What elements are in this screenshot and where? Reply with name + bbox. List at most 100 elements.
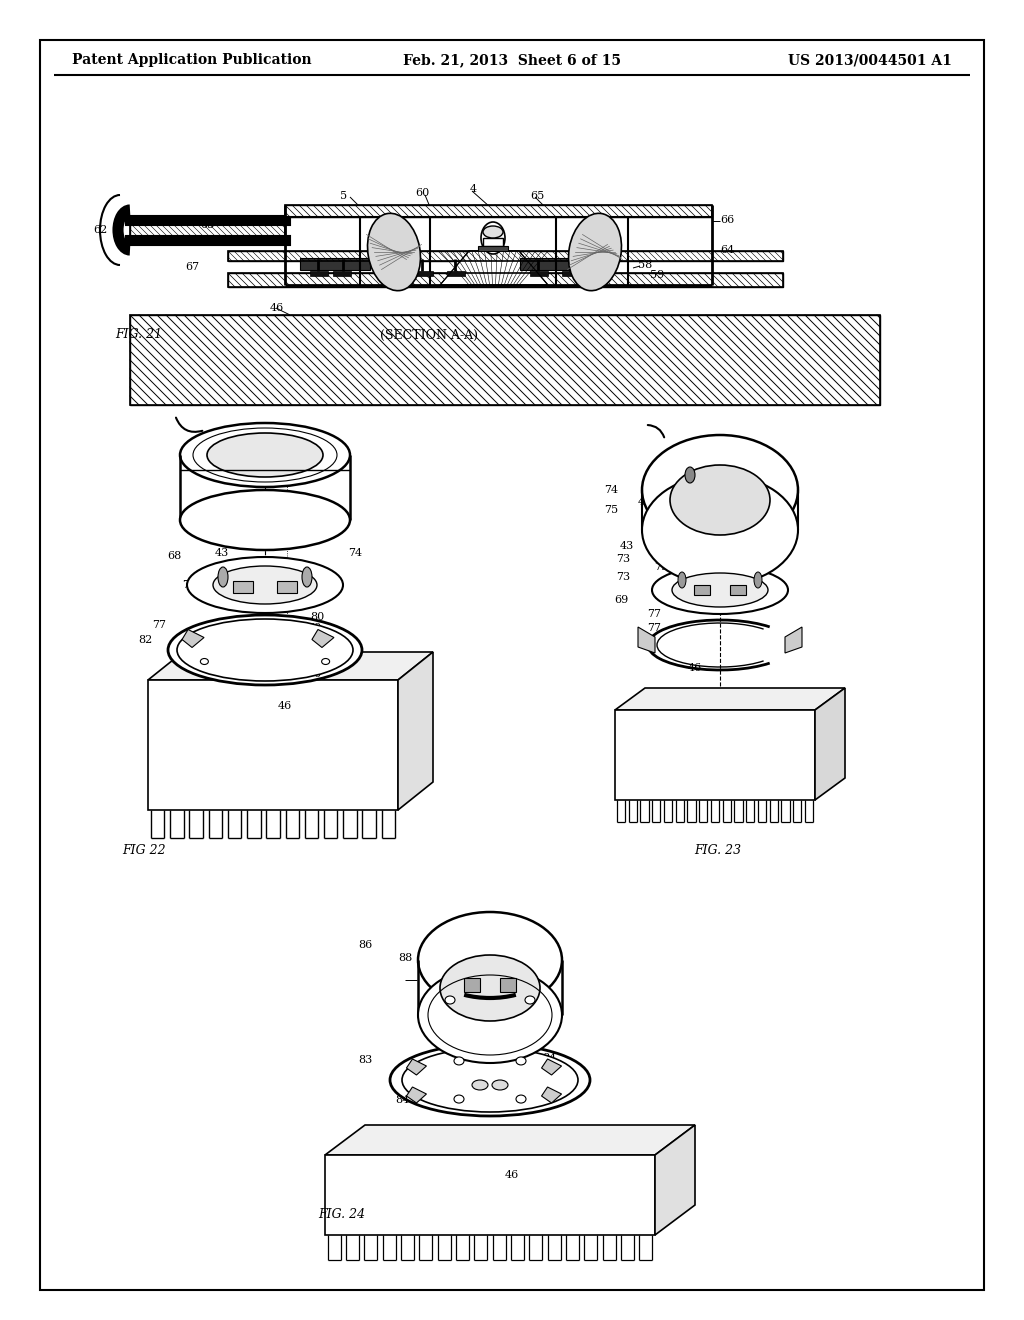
Ellipse shape [390, 1044, 590, 1115]
Ellipse shape [177, 619, 353, 681]
Bar [730, 585, 746, 595]
Ellipse shape [516, 1057, 526, 1065]
Ellipse shape [516, 1096, 526, 1104]
Text: 77: 77 [647, 623, 662, 634]
Polygon shape [542, 1086, 561, 1104]
Text: 88: 88 [449, 985, 462, 995]
Ellipse shape [440, 954, 540, 1020]
Text: 83: 83 [358, 1055, 373, 1065]
Text: 72: 72 [234, 587, 249, 597]
Text: 46: 46 [278, 701, 292, 711]
Text: 71: 71 [195, 570, 209, 579]
Polygon shape [325, 1155, 655, 1236]
Text: FIG. 24: FIG. 24 [318, 1209, 366, 1221]
Bar [333, 271, 351, 276]
Text: 62: 62 [93, 224, 108, 235]
Text: 82: 82 [722, 601, 736, 610]
Text: 4: 4 [470, 183, 477, 194]
Bar [228, 273, 783, 286]
Text: Feb. 21, 2013  Sheet 6 of 15: Feb. 21, 2013 Sheet 6 of 15 [403, 53, 621, 67]
Polygon shape [440, 251, 548, 285]
Text: 76: 76 [307, 669, 322, 678]
Ellipse shape [207, 433, 323, 477]
Text: 58: 58 [638, 260, 652, 271]
Polygon shape [815, 688, 845, 800]
Ellipse shape [418, 968, 562, 1063]
Bar [300, 257, 370, 271]
Polygon shape [542, 1059, 561, 1074]
Ellipse shape [483, 226, 503, 238]
Text: 77: 77 [647, 609, 662, 619]
Text: 69: 69 [614, 595, 629, 605]
Text: 43: 43 [638, 498, 652, 507]
Text: 65: 65 [530, 191, 544, 201]
Text: 77: 77 [308, 643, 322, 653]
Ellipse shape [322, 659, 330, 664]
Ellipse shape [218, 568, 228, 587]
Bar [500, 978, 516, 993]
Ellipse shape [492, 1080, 508, 1090]
Ellipse shape [685, 467, 695, 483]
Text: 77: 77 [152, 620, 166, 630]
Bar [130, 315, 880, 405]
Text: 43: 43 [300, 568, 314, 578]
Polygon shape [398, 652, 433, 810]
Text: 67: 67 [185, 261, 199, 272]
Text: 82: 82 [305, 653, 319, 664]
Text: 82: 82 [138, 635, 153, 645]
Text: 60: 60 [415, 187, 429, 198]
Bar [310, 271, 328, 276]
Text: 43: 43 [215, 548, 229, 558]
Bar [278, 581, 297, 593]
Text: US 2013/0044501 A1: US 2013/0044501 A1 [788, 53, 952, 67]
Text: 84: 84 [542, 1053, 556, 1063]
Text: FIG. 23: FIG. 23 [694, 843, 741, 857]
Polygon shape [615, 710, 815, 800]
Text: 73: 73 [616, 572, 630, 582]
Text: 80: 80 [310, 612, 325, 622]
Text: 84: 84 [395, 1096, 410, 1105]
Bar [228, 273, 783, 286]
Text: Patent Application Publication: Patent Application Publication [72, 53, 311, 67]
Ellipse shape [187, 557, 343, 612]
Ellipse shape [678, 572, 686, 587]
Bar [483, 238, 503, 246]
Ellipse shape [168, 615, 362, 685]
Ellipse shape [180, 490, 350, 550]
Ellipse shape [201, 659, 208, 664]
Bar [530, 271, 548, 276]
Ellipse shape [454, 1096, 464, 1104]
Polygon shape [407, 1086, 426, 1104]
Ellipse shape [180, 422, 350, 487]
Text: 46: 46 [688, 663, 702, 673]
Bar [562, 271, 580, 276]
Text: 68: 68 [167, 550, 181, 561]
Text: (SECTION A-A): (SECTION A-A) [380, 329, 478, 342]
Text: 73: 73 [616, 554, 630, 564]
Text: 73: 73 [182, 579, 197, 590]
Ellipse shape [754, 572, 762, 587]
Bar [130, 315, 880, 405]
Text: 72: 72 [645, 535, 659, 545]
Text: FIG. 21: FIG. 21 [115, 329, 162, 342]
Ellipse shape [652, 566, 788, 614]
Polygon shape [638, 627, 655, 653]
Bar [694, 585, 710, 595]
Ellipse shape [642, 475, 798, 585]
Text: 79: 79 [654, 562, 668, 572]
Text: 73: 73 [295, 579, 309, 590]
Bar [228, 251, 783, 261]
Bar [415, 271, 433, 276]
Polygon shape [148, 680, 398, 810]
Ellipse shape [445, 997, 455, 1005]
Ellipse shape [213, 566, 317, 605]
Polygon shape [655, 1125, 695, 1236]
Text: 74: 74 [348, 548, 362, 558]
Bar [464, 978, 480, 993]
Polygon shape [615, 688, 845, 710]
Ellipse shape [418, 912, 562, 1008]
Polygon shape [407, 1059, 426, 1074]
Bar [130, 216, 285, 243]
Bar [233, 581, 253, 593]
Text: 46: 46 [270, 304, 285, 313]
